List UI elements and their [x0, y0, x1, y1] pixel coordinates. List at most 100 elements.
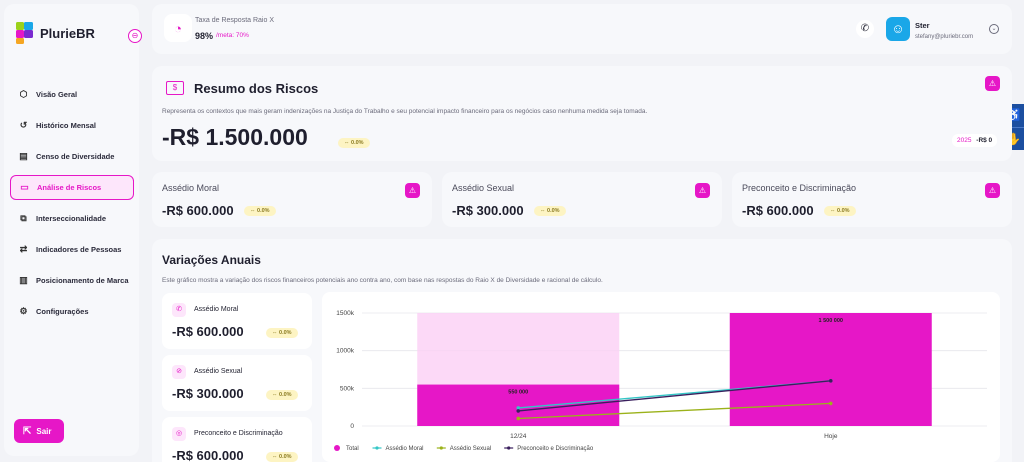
alert-icon[interactable]: ⚠: [985, 76, 1000, 91]
user-name: Ster: [915, 21, 930, 30]
series-point: [828, 379, 833, 383]
category-badge: ⇔ 0.0%: [244, 206, 276, 216]
variation-card-value: -R$ 600.000: [172, 448, 244, 462]
sidebar-item[interactable]: ▤ Censo de Diversidade: [10, 144, 134, 169]
year-label: 2025: [957, 137, 972, 144]
category-badge-value: 0.0%: [547, 208, 560, 214]
risk-summary-card: $ Resumo dos Riscos ⚠ Representa os cont…: [152, 66, 1012, 161]
sidebar-item-label: Histórico Mensal: [36, 121, 97, 130]
category-badge-value: 0.0%: [257, 208, 270, 214]
history-icon: ↺: [19, 120, 28, 130]
summary-total-value: -R$ 1.500.000: [162, 124, 308, 150]
logout-icon: ⇱: [23, 425, 32, 437]
variation-card-value: -R$ 600.000: [172, 324, 244, 339]
legend-label: Total: [346, 446, 359, 452]
sidebar-item-label: Censo de Diversidade: [36, 152, 115, 161]
whatsapp-icon[interactable]: ✆: [856, 20, 874, 38]
avatar[interactable]: ☺: [886, 17, 910, 41]
sidebar-item-label: Visão Geral: [36, 90, 78, 99]
legend-label: Assédio Sexual: [450, 446, 491, 452]
category-title: Assédio Sexual: [452, 183, 515, 193]
y-tick-label: 1000k: [336, 348, 354, 355]
sidebar-item-label: Interseccionalidade: [36, 214, 107, 223]
logout-label: Sair: [36, 426, 52, 436]
response-rate-label: Taxa de Resposta Raio X: [195, 17, 274, 24]
y-tick-label: 0: [350, 423, 354, 430]
sidebar-item[interactable]: ↺ Histórico Mensal: [10, 113, 134, 138]
series-point: [516, 416, 521, 421]
category-badge: ⇔ 0.0%: [824, 206, 856, 216]
category-value: -R$ 600.000: [742, 203, 814, 218]
legend-marker-dot: [507, 446, 511, 450]
alert-icon[interactable]: ⚠: [405, 183, 420, 198]
sidebar: PlurieBR ⊖ ⬡ Visão Geral ↺ Histórico Mensal…: [4, 4, 142, 456]
sidebar-item-label: Posicionamento de Marca: [36, 276, 129, 285]
logout-button[interactable]: ⇱ Sair: [14, 419, 64, 443]
clipboard-icon: ▤: [19, 151, 28, 161]
bar-data-label: 1 500 000: [819, 318, 843, 324]
sidebar-item[interactable]: ▭ Análise de Riscos: [10, 175, 134, 200]
category-card-preconceito: Preconceito e Discriminação ⚠ -R$ 600.00…: [732, 172, 1012, 227]
series-point: [516, 409, 521, 413]
people-icon: ⇄: [19, 244, 28, 254]
category-title: Assédio Moral: [162, 183, 220, 193]
year-chip[interactable]: 2025 -R$ 0: [952, 134, 998, 147]
bar-data-label: 550 000: [508, 390, 528, 396]
variation-card-assedio-moral: ✆ Assédio Moral -R$ 600.000 ⇔ 0.0%: [162, 293, 312, 349]
alert-icon[interactable]: ⚠: [985, 183, 1000, 198]
user-email: stefany@pluriebr.com: [915, 34, 974, 40]
variation-card-badge-value: 0.0%: [279, 454, 292, 460]
variation-card-badge-value: 0.0%: [279, 330, 292, 336]
category-badge-value: 0.0%: [837, 208, 850, 214]
category-value: -R$ 600.000: [162, 203, 234, 218]
target-icon: ◎: [172, 427, 186, 441]
variation-card-title: Assédio Sexual: [194, 368, 243, 375]
legend-marker-dot: [439, 446, 443, 450]
sidebar-item[interactable]: ⬡ Visão Geral: [10, 82, 134, 107]
sidebar-nav: ⬡ Visão Geral ↺ Histórico Mensal ▤ Censo de D…: [10, 82, 134, 330]
money-icon: ▭: [20, 182, 29, 192]
legend-marker-dot: [375, 446, 379, 450]
chat-icon: ✆: [172, 303, 186, 317]
app-name: PlurieBR: [40, 25, 95, 41]
sidebar-item[interactable]: ⇄ Indicadores de Pessoas: [10, 237, 134, 262]
variation-card-assedio-sexual: ⊘ Assédio Sexual -R$ 300.000 ⇔ 0.0%: [162, 355, 312, 411]
x-tick-label: Hoje: [824, 433, 838, 440]
chevron-down-icon[interactable]: ⌄: [989, 24, 999, 34]
variation-card-badge: ⇔ 0.0%: [266, 390, 298, 400]
sidebar-item[interactable]: ▥ Posicionamento de Marca: [10, 268, 134, 293]
variation-card-preconceito: ◎ Preconceito e Discriminação -R$ 600.00…: [162, 417, 312, 462]
legend-label: Assédio Moral: [386, 446, 424, 452]
overview-icon: ⬡: [19, 89, 28, 99]
variations-title: Variações Anuais: [162, 253, 261, 267]
variation-card-badge: ⇔ 0.0%: [266, 328, 298, 338]
summary-description: Representa os contextos que mais geram i…: [162, 108, 648, 115]
sidebar-item-label: Análise de Riscos: [37, 183, 102, 192]
category-card-assedio-sexual: Assédio Sexual ⚠ -R$ 300.000 ⇔ 0.0%: [442, 172, 722, 227]
logo-mark-icon: [16, 22, 33, 44]
variation-card-badge-value: 0.0%: [279, 392, 292, 398]
variation-card-value: -R$ 300.000: [172, 386, 244, 401]
response-rate-value: 98%: [195, 31, 214, 41]
series-line: [518, 402, 831, 420]
variations-description: Este gráfico mostra a variação dos risco…: [162, 277, 603, 284]
x-tick-label: 12/24: [510, 433, 527, 440]
y-tick-label: 500k: [340, 385, 355, 392]
collapse-sidebar-button[interactable]: ⊖: [128, 29, 142, 43]
category-card-assedio-moral: Assédio Moral ⚠ -R$ 600.000 ⇔ 0.0%: [152, 172, 432, 227]
sidebar-item-label: Indicadores de Pessoas: [36, 245, 122, 254]
alert-icon[interactable]: ⚠: [695, 183, 710, 198]
category-badge: ⇔ 0.0%: [534, 206, 566, 216]
top-bar: ◔ Taxa de Resposta Raio X 98% /meta: 70%…: [152, 4, 1012, 54]
category-value: -R$ 300.000: [452, 203, 524, 218]
legend-marker: [334, 445, 340, 451]
y-tick-label: 1500k: [336, 310, 354, 317]
category-title: Preconceito e Discriminação: [742, 183, 857, 193]
sidebar-item[interactable]: ⚙ Configurações: [10, 299, 134, 324]
sidebar-item[interactable]: ⧉ Interseccionalidade: [10, 206, 134, 231]
logo[interactable]: PlurieBR: [16, 22, 95, 44]
summary-title: Resumo dos Riscos: [194, 81, 319, 96]
series-point: [828, 401, 833, 406]
series-point: [516, 406, 521, 410]
